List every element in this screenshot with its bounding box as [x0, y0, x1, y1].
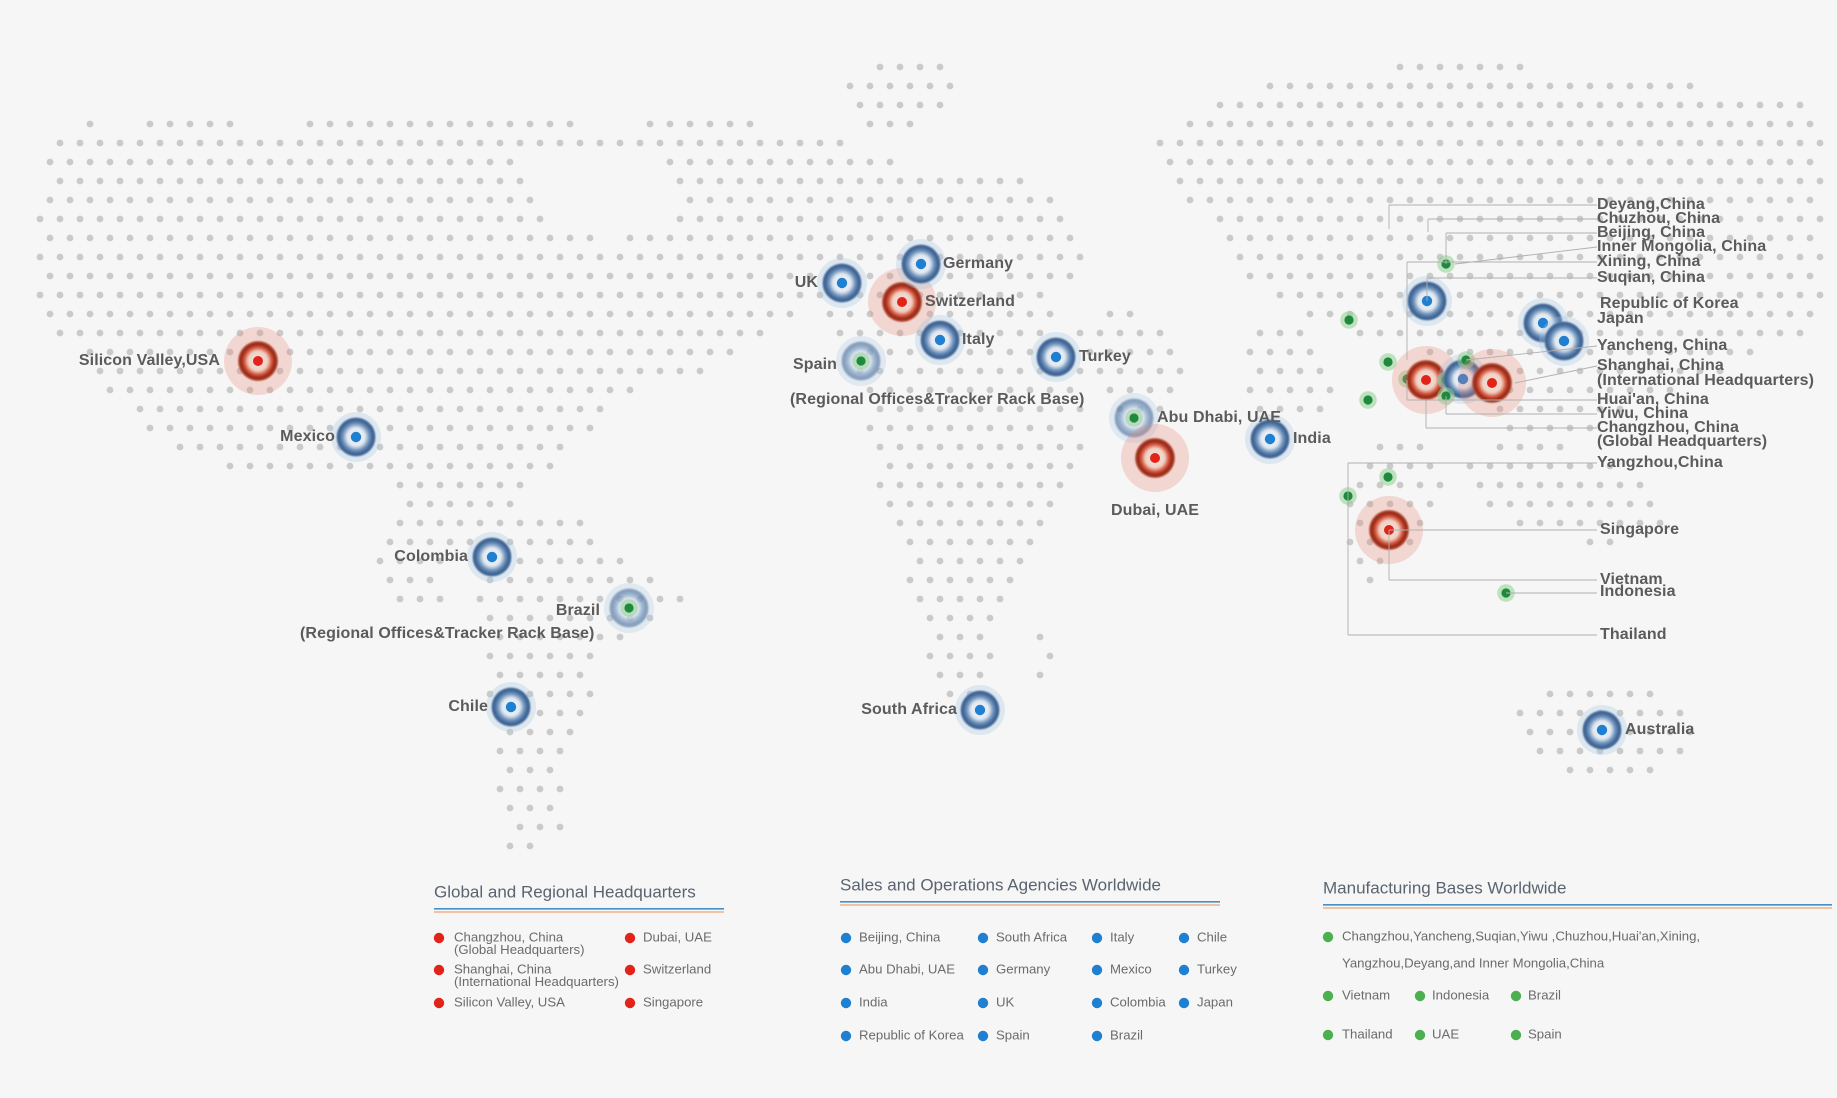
svg-text:(International Headquarters): (International Headquarters) — [1597, 372, 1814, 389]
svg-text:Yancheng, China: Yancheng, China — [1597, 337, 1727, 354]
svg-text:Italy: Italy — [1110, 929, 1135, 944]
svg-text:Colombia: Colombia — [1110, 994, 1166, 1009]
svg-text:Mexico: Mexico — [280, 428, 335, 445]
svg-text:India: India — [1293, 430, 1331, 447]
svg-text:Singapore: Singapore — [1600, 521, 1679, 538]
svg-text:Brazil: Brazil — [1110, 1027, 1143, 1042]
svg-text:(Regional Offices&Tracker Rack: (Regional Offices&Tracker Rack Base) — [300, 625, 594, 642]
svg-text:Spain: Spain — [996, 1027, 1030, 1042]
svg-text:Dubai, UAE: Dubai, UAE — [643, 929, 712, 944]
svg-text:Republic of Korea: Republic of Korea — [859, 1027, 964, 1042]
svg-text:UAE: UAE — [1432, 1026, 1459, 1041]
svg-text:Indonesia: Indonesia — [1432, 987, 1490, 1002]
svg-text:Germany: Germany — [996, 961, 1051, 976]
svg-text:Beijing, China: Beijing, China — [859, 929, 941, 944]
svg-text:Silicon Valley, USA: Silicon Valley, USA — [454, 994, 565, 1009]
svg-text:Germany: Germany — [943, 255, 1013, 272]
svg-text:Xining, China: Xining, China — [1597, 253, 1701, 270]
svg-text:Spain: Spain — [793, 356, 837, 373]
svg-text:Brazil: Brazil — [556, 602, 600, 619]
svg-text:(Global Headquarters): (Global Headquarters) — [454, 942, 584, 957]
svg-text:(Regional Offices&Tracker Rack: (Regional Offices&Tracker Rack Base) — [790, 391, 1084, 408]
svg-text:Thailand: Thailand — [1600, 626, 1667, 643]
svg-text:Australia: Australia — [1625, 721, 1694, 738]
svg-text:Dubai, UAE: Dubai, UAE — [1111, 502, 1199, 519]
svg-text:Switzerland: Switzerland — [925, 293, 1015, 310]
svg-text:Italy: Italy — [962, 331, 995, 348]
svg-text:Silicon Valley,USA: Silicon Valley,USA — [79, 352, 220, 369]
svg-text:Manufacturing Bases Worldwide: Manufacturing Bases Worldwide — [1323, 878, 1566, 897]
svg-text:UK: UK — [996, 994, 1015, 1009]
svg-text:(Global Headquarters): (Global Headquarters) — [1597, 433, 1767, 450]
svg-text:Mexico: Mexico — [1110, 961, 1152, 976]
svg-text:Suqian, China: Suqian, China — [1597, 269, 1705, 286]
svg-text:Switzerland: Switzerland — [643, 961, 711, 976]
svg-text:Abu Dhabi, UAE: Abu Dhabi, UAE — [1157, 409, 1281, 426]
svg-text:Thailand: Thailand — [1342, 1026, 1393, 1041]
svg-text:Turkey: Turkey — [1197, 961, 1237, 976]
svg-text:Chile: Chile — [448, 698, 488, 715]
svg-text:Abu Dhabi, UAE: Abu Dhabi, UAE — [859, 961, 955, 976]
svg-text:Brazil: Brazil — [1528, 987, 1561, 1002]
svg-text:Changzhou,Yancheng,Suqian,Yiwu: Changzhou,Yancheng,Suqian,Yiwu ,Chuzhou,… — [1342, 928, 1700, 943]
svg-text:Spain: Spain — [1528, 1026, 1562, 1041]
svg-text:Singapore: Singapore — [643, 994, 703, 1009]
svg-text:Japan: Japan — [1597, 310, 1644, 327]
svg-text:Chile: Chile — [1197, 929, 1227, 944]
svg-text:Sales and Operations Agencies: Sales and Operations Agencies Worldwide — [840, 875, 1161, 894]
svg-text:South Africa: South Africa — [861, 701, 957, 718]
svg-text:Colombia: Colombia — [394, 548, 468, 565]
svg-text:UK: UK — [795, 274, 819, 291]
svg-text:Vietnam: Vietnam — [1342, 987, 1390, 1002]
svg-text:Yangzhou,China: Yangzhou,China — [1597, 454, 1723, 471]
svg-text:South Africa: South Africa — [996, 929, 1068, 944]
svg-text:India: India — [859, 994, 888, 1009]
svg-text:Yangzhou,Deyang,and Inner Mong: Yangzhou,Deyang,and Inner Mongolia,China — [1342, 955, 1605, 970]
svg-text:Turkey: Turkey — [1079, 348, 1131, 365]
svg-text:Global and Regional Headquarte: Global and Regional Headquarters — [434, 882, 696, 901]
svg-text:Japan: Japan — [1197, 994, 1233, 1009]
svg-text:Indonesia: Indonesia — [1600, 583, 1676, 600]
svg-text:(International Headquarters): (International Headquarters) — [454, 974, 619, 989]
